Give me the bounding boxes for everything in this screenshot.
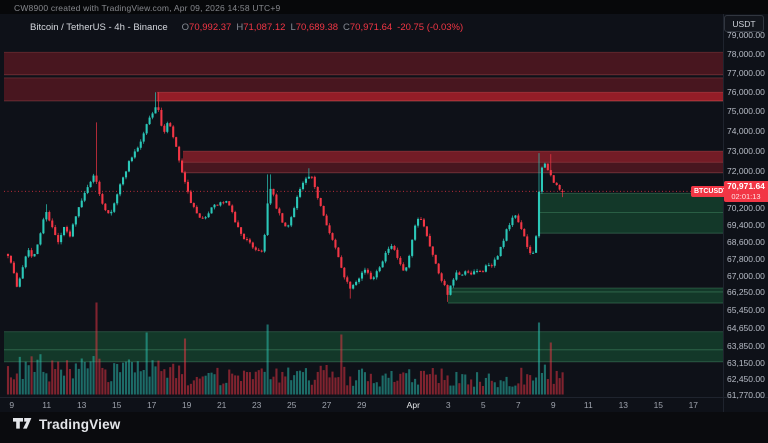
x-axis-label: 9: [9, 400, 15, 410]
last-price-label: 70,971.64 02:01:13: [724, 181, 768, 202]
x-axis-label: 17: [688, 400, 699, 410]
price-scale[interactable]: 79,000.00 78,000.00 77,000.00 76,000.00 75,0…: [724, 14, 768, 412]
x-axis-label: 21: [216, 400, 227, 410]
time-scale[interactable]: 9 11 13 15 17 19 21 23 25 27 29 Apr 3 5 7 9 11 13 15 17: [0, 397, 768, 413]
y-axis-label: 66,250.00: [727, 287, 765, 298]
volume-pane: [6, 302, 564, 395]
candlesticks: [6, 92, 564, 302]
y-axis-label: 69,400.00: [727, 219, 765, 230]
x-axis-label: 7: [515, 400, 521, 410]
x-axis-label: 25: [286, 400, 297, 410]
y-axis-label: 70,200.00: [727, 202, 765, 213]
y-axis-label: 64,650.00: [727, 323, 765, 334]
bar-countdown: 02:01:13: [731, 192, 761, 201]
x-axis-label: 11: [42, 400, 52, 410]
symbol-price-flag: BTCUSDT: [691, 186, 731, 197]
y-axis-label: 76,000.00: [727, 86, 765, 97]
y-axis-label: 77,000.00: [727, 67, 765, 78]
zone-support: [540, 193, 723, 234]
zone-support: [448, 287, 723, 304]
y-axis-label: 79,000.00: [727, 30, 765, 41]
y-axis-label: 74,000.00: [727, 125, 765, 136]
x-axis-label: 13: [618, 400, 629, 410]
tradingview-logo-icon: [13, 417, 32, 429]
tradingview-logo[interactable]: TradingView: [13, 417, 120, 432]
watermark-text: CW8900 created with TradingView.com, Apr…: [14, 3, 281, 13]
y-axis-label: 72,000.00: [727, 165, 765, 176]
tradingview-logo-text: TradingView: [39, 417, 121, 432]
ohlc-high-value: 71,087.12: [243, 22, 286, 33]
supply-demand-zones: [4, 51, 723, 363]
y-axis-label: 68,600.00: [727, 236, 765, 247]
chart-legend: Bitcoin / TetherUS - 4h - Binance O70,992…: [30, 22, 463, 33]
zone-support: [4, 331, 723, 362]
x-axis-label: 15: [111, 400, 122, 410]
last-price-value: 70,971.64: [727, 181, 765, 191]
y-axis-label: 62,450.00: [727, 373, 765, 384]
x-axis-label: 29: [356, 400, 367, 410]
x-axis-label: 13: [76, 400, 87, 410]
bottom-strip: [0, 412, 768, 443]
x-axis-label: Apr: [406, 400, 420, 410]
zone-resistance: [157, 92, 723, 101]
x-axis-label: 3: [445, 400, 451, 410]
ohlc-open-label: O: [181, 22, 190, 33]
ohlc-close-label: C: [343, 22, 350, 33]
x-axis-label: 9: [550, 400, 556, 410]
x-axis-label: 27: [321, 400, 332, 410]
y-axis-label: 61,770.00: [727, 389, 765, 400]
y-axis-label: 63,150.00: [727, 357, 765, 368]
ohlc-low-value: 70,689.38: [295, 22, 339, 33]
x-axis-label: 11: [583, 400, 593, 410]
x-axis-label: 15: [653, 400, 664, 410]
ohlc-open-value: 70,992.37: [189, 22, 232, 33]
zone-resistance: [4, 52, 723, 75]
y-axis-label: 65,450.00: [727, 305, 765, 316]
ohlc-close-value: 70,971.64: [349, 22, 393, 33]
zone-resistance: [183, 151, 723, 173]
y-axis-label: 63,850.00: [727, 341, 765, 352]
x-axis-label: 23: [251, 400, 262, 410]
x-axis-label: 19: [181, 400, 192, 410]
currency-toggle-button[interactable]: USDT: [724, 15, 764, 32]
y-axis-label: 67,000.00: [727, 271, 765, 281]
ohlc-high-label: H: [236, 22, 244, 33]
x-axis-label: 17: [146, 400, 157, 410]
change-value: -20.75 (-0.03%): [397, 22, 464, 33]
y-axis-label: 67,800.00: [727, 253, 765, 264]
symbol-title[interactable]: Bitcoin / TetherUS - 4h - Binance: [30, 22, 168, 33]
y-axis-label: 73,000.00: [727, 145, 765, 156]
x-axis-label: 5: [480, 400, 486, 410]
y-axis-label: 78,000.00: [727, 48, 765, 59]
y-axis-label: 75,000.00: [727, 106, 765, 117]
ohlc-low-label: L: [290, 22, 296, 33]
